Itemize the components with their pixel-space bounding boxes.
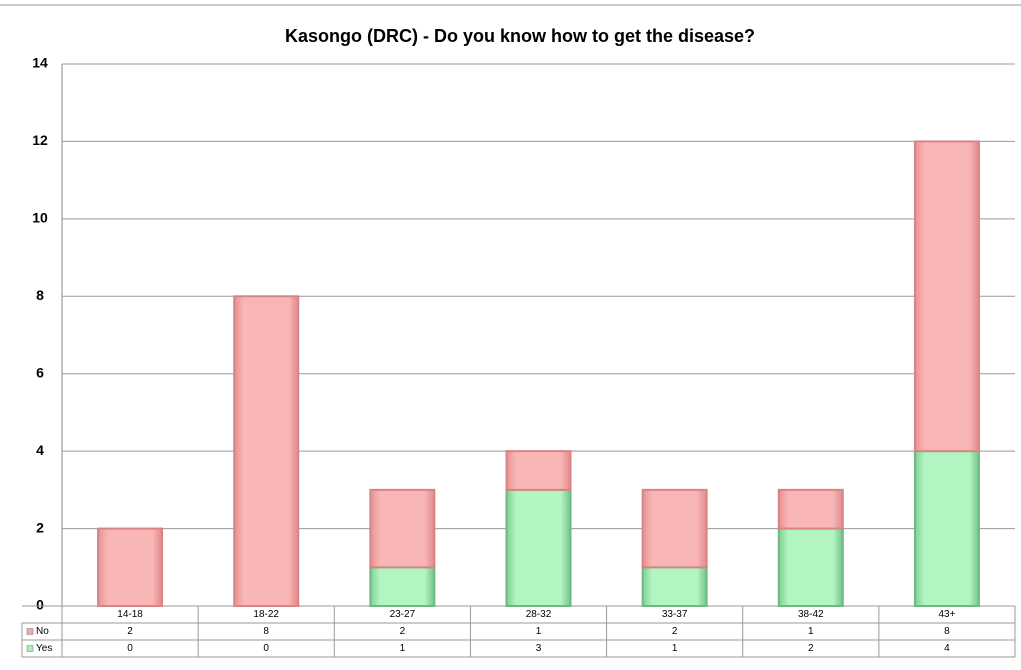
table-value: 2 bbox=[672, 626, 678, 637]
legend-label: Yes bbox=[36, 643, 52, 654]
table-value: 8 bbox=[944, 626, 950, 637]
bar-segment bbox=[641, 566, 708, 607]
table-value: 1 bbox=[400, 643, 406, 654]
bar-segment bbox=[913, 450, 980, 607]
table-value: 0 bbox=[263, 643, 269, 654]
bar-segment bbox=[777, 488, 844, 530]
x-tick-label: 18-22 bbox=[253, 609, 279, 620]
y-tick-label: 6 bbox=[36, 364, 44, 380]
table-value: 1 bbox=[808, 626, 814, 637]
x-tick-label: 23-27 bbox=[390, 609, 416, 620]
legend-swatch bbox=[26, 628, 34, 635]
x-tick-label: 14-18 bbox=[117, 609, 143, 620]
x-tick-label: 33-37 bbox=[662, 609, 688, 620]
bar-segment bbox=[777, 527, 844, 607]
y-tick-label: 4 bbox=[36, 442, 44, 458]
table-value: 0 bbox=[127, 643, 133, 654]
table-value: 4 bbox=[944, 643, 950, 654]
y-tick-label: 2 bbox=[36, 519, 44, 535]
table-value: 2 bbox=[400, 626, 406, 637]
table-value: 2 bbox=[127, 626, 133, 637]
x-tick-label: 28-32 bbox=[526, 609, 552, 620]
table-value: 3 bbox=[536, 643, 542, 654]
chart-title: Kasongo (DRC) - Do you know how to get t… bbox=[285, 26, 755, 46]
x-tick-label: 38-42 bbox=[798, 609, 824, 620]
bar-segment bbox=[505, 488, 572, 608]
table-value: 2 bbox=[808, 643, 814, 654]
bar-segment bbox=[505, 450, 572, 491]
legend-swatch bbox=[26, 645, 34, 652]
y-tick-label: 10 bbox=[32, 210, 48, 226]
y-tick-label: 12 bbox=[32, 132, 48, 148]
legend-label: No bbox=[36, 626, 49, 637]
bar-segment bbox=[913, 140, 980, 453]
bar-segment bbox=[641, 488, 708, 569]
y-tick-label: 8 bbox=[36, 287, 44, 303]
table-value: 8 bbox=[263, 626, 269, 637]
table-value: 1 bbox=[672, 643, 678, 654]
bar-segment bbox=[233, 295, 300, 607]
bar-segment bbox=[369, 488, 436, 569]
bar-segment bbox=[369, 566, 436, 607]
bar-segment bbox=[97, 527, 164, 607]
y-tick-label: 14 bbox=[32, 55, 48, 71]
table-value: 1 bbox=[536, 626, 542, 637]
y-tick-label: 0 bbox=[36, 597, 44, 613]
x-tick-label: 43+ bbox=[938, 609, 955, 620]
